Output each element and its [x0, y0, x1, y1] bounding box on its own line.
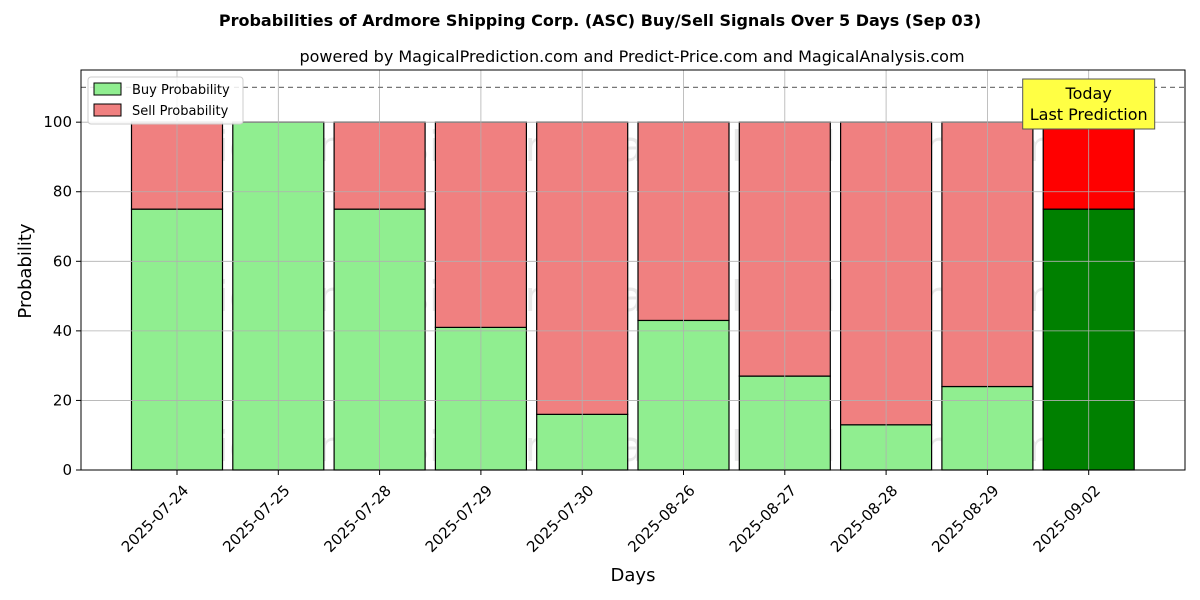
x-tick-label: 2025-07-25: [219, 482, 293, 556]
x-tick-label: 2025-08-28: [827, 482, 901, 556]
x-tick-label: 2025-07-29: [422, 482, 496, 556]
y-tick-label: 60: [53, 252, 72, 270]
plot-area: MagicalAnalysis.comMagicalPrediction.com…: [43, 69, 1186, 556]
x-tick-label: 2025-07-30: [523, 482, 597, 556]
y-tick-label: 80: [53, 183, 72, 201]
x-tick-label: 2025-08-26: [624, 482, 698, 556]
x-tick-label: 2025-07-28: [320, 482, 394, 556]
today-annotation: Today Last Prediction: [1022, 78, 1156, 130]
y-tick-label: 20: [53, 391, 72, 409]
y-tick-label: 0: [62, 461, 72, 479]
x-tick-label: 2025-09-02: [1030, 482, 1104, 556]
annotation-line-last-prediction: Last Prediction: [1030, 105, 1148, 124]
y-tick-label: 40: [53, 322, 72, 340]
legend-swatch-sell: [93, 103, 122, 117]
y-axis-label: Probability: [15, 223, 36, 318]
plot-frame: [80, 69, 1186, 471]
annotation-line-today: Today: [1065, 84, 1112, 103]
x-tick-label: 2025-08-29: [928, 482, 1002, 556]
legend-swatch-buy: [93, 82, 122, 96]
x-tick-label: 2025-08-27: [726, 482, 800, 556]
legend: Buy Probability Sell Probability: [87, 76, 244, 125]
x-axis-label: Days: [611, 565, 656, 586]
legend-label-sell: Sell Probability: [132, 104, 229, 119]
chart-title: Probabilities of Ardmore Shipping Corp. …: [219, 11, 981, 30]
y-tick-label: 100: [43, 113, 72, 131]
annotation-box: [1022, 78, 1156, 130]
legend-box: [87, 76, 244, 125]
legend-label-buy: Buy Probability: [132, 83, 230, 98]
chart-subtitle: powered by MagicalPrediction.com and Pre…: [299, 47, 964, 66]
x-tick-label: 2025-07-24: [118, 482, 192, 556]
